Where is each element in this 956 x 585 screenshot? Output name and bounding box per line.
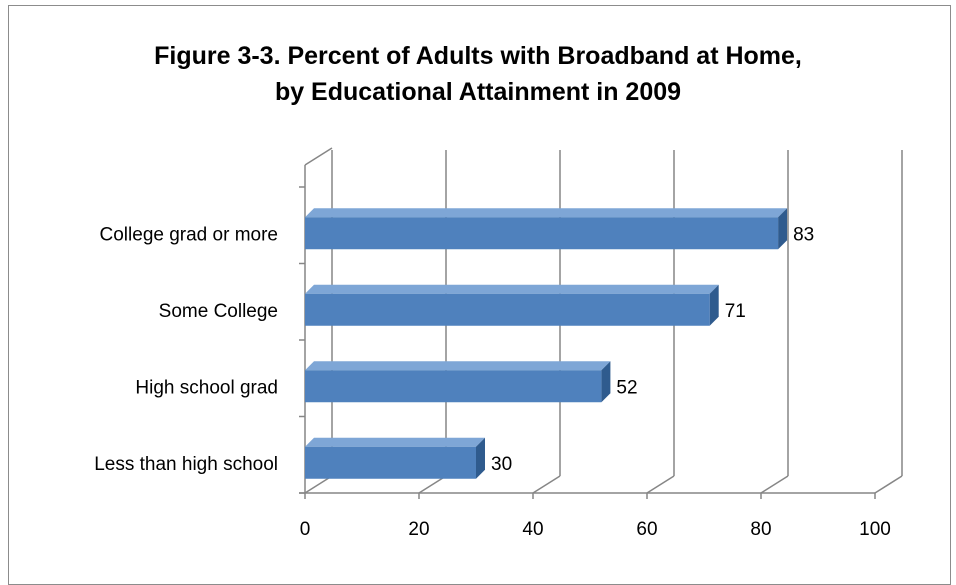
bar-side-face xyxy=(601,361,611,403)
bar xyxy=(305,217,779,250)
category-label: College grad or more xyxy=(100,224,278,245)
bar-side-face xyxy=(476,437,485,479)
data-label: 30 xyxy=(491,454,512,475)
chart-title: Figure 3-3. Percent of Adults with Broad… xyxy=(0,38,956,110)
x-tick-label: 20 xyxy=(408,519,429,540)
chart-title-line-1: Figure 3-3. Percent of Adults with Broad… xyxy=(154,42,802,70)
floor-gridline xyxy=(760,475,789,494)
bar-top-face xyxy=(305,284,719,294)
chart-title-line-2: by Educational Attainment in 2009 xyxy=(274,78,682,106)
category-label: Some College xyxy=(159,301,278,322)
floor-gridline xyxy=(646,475,675,494)
data-label: 71 xyxy=(725,301,746,322)
category-label: High school grad xyxy=(135,377,278,398)
x-tick-label: 0 xyxy=(300,519,311,540)
bar-side-face xyxy=(778,208,788,250)
bar-top-face xyxy=(305,437,485,447)
bar-top-face xyxy=(305,208,788,218)
bar-side-face xyxy=(709,284,719,326)
bar-top-face xyxy=(305,361,611,371)
category-label: Less than high school xyxy=(94,454,278,475)
x-tick-label: 100 xyxy=(859,519,891,540)
bar xyxy=(305,370,602,403)
data-label: 52 xyxy=(616,377,637,398)
floor-gridline xyxy=(304,475,333,494)
x-tick-label: 80 xyxy=(750,519,771,540)
data-label: 83 xyxy=(793,224,814,245)
x-tick-label: 60 xyxy=(636,519,657,540)
floor-gridline xyxy=(532,475,561,494)
left-wall-edge xyxy=(304,147,333,166)
bar xyxy=(305,446,476,479)
floor-gridline xyxy=(418,475,447,494)
x-tick-label: 40 xyxy=(522,519,543,540)
floor-gridline xyxy=(874,475,903,494)
bar xyxy=(305,293,710,326)
